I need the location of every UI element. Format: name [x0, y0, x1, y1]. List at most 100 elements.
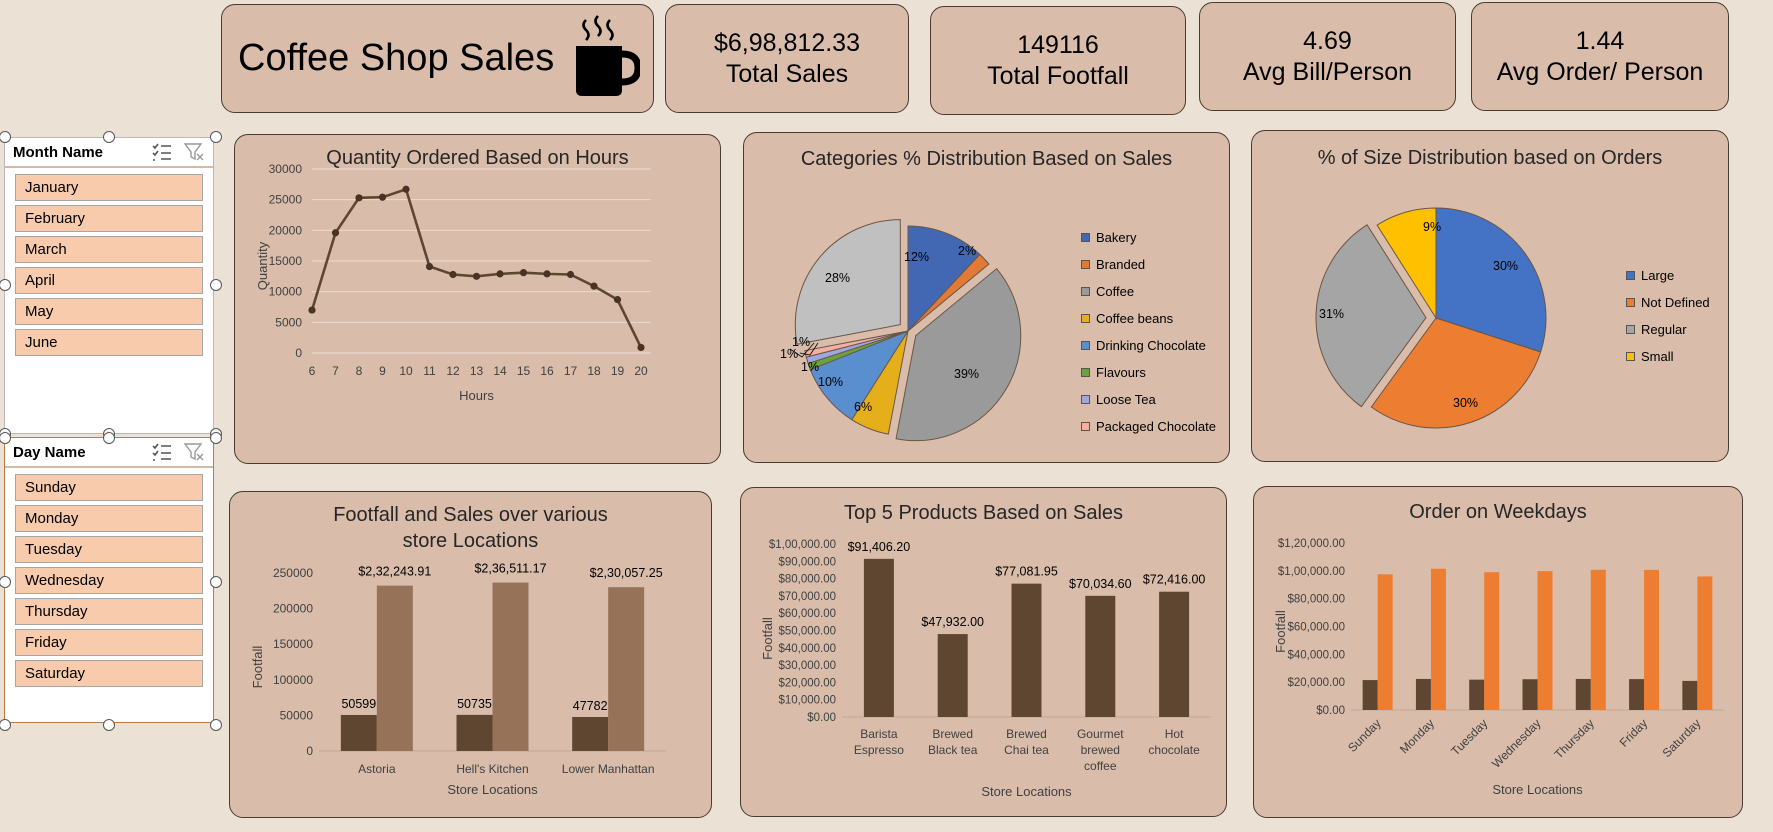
- y-tick-label: $1,20,000.00: [1278, 538, 1345, 550]
- y-tick-label: $0.00: [1316, 705, 1345, 717]
- x-tick-label: 8: [356, 364, 363, 378]
- x-tick-label: Astoria: [358, 762, 396, 776]
- legend-label: Small: [1641, 349, 1674, 364]
- bar-footfall: [572, 716, 609, 751]
- hours-line-chart: 0 5000 10000 15000 20000 25000 30000 6 7 8 9 10 11 12…: [255, 162, 651, 403]
- slicer-item-friday[interactable]: Friday: [15, 629, 203, 656]
- y-tick-label: 250000: [273, 566, 313, 580]
- resize-handle[interactable]: [0, 719, 11, 731]
- x-tick-label: 18: [587, 364, 601, 378]
- resize-handle[interactable]: [210, 131, 222, 143]
- y-tick-label: $30,000.00: [778, 660, 836, 672]
- multi-select-icon[interactable]: [151, 142, 173, 162]
- legend-swatch: [1081, 368, 1090, 377]
- legend-item: Not Defined: [1626, 289, 1710, 316]
- y-axis-label: Footfall: [760, 617, 775, 660]
- kpi-value: 1.44: [1575, 26, 1625, 55]
- data-point: [331, 229, 340, 237]
- legend-item: Flavours: [1081, 359, 1216, 386]
- x-tick-label: Monday: [1397, 716, 1437, 756]
- resize-handle[interactable]: [0, 131, 11, 143]
- legend-swatch: [1626, 271, 1635, 280]
- clear-filter-icon[interactable]: [183, 142, 205, 162]
- y-tick-label: $60,000.00: [1287, 622, 1345, 634]
- legend-swatch: [1626, 352, 1635, 361]
- bar-series-1: [1415, 678, 1431, 710]
- resize-handle[interactable]: [210, 279, 222, 291]
- resize-handle[interactable]: [0, 279, 11, 291]
- bar-series-2: [1377, 574, 1393, 710]
- y-tick-label: 15000: [269, 254, 303, 268]
- slicer-item-sunday[interactable]: Sunday: [15, 474, 203, 501]
- slicer-item-may[interactable]: May: [15, 298, 203, 325]
- data-point: [378, 193, 387, 201]
- pie-slice: [895, 267, 1022, 442]
- resize-handle[interactable]: [0, 432, 11, 444]
- slicer-title: Day Name: [13, 443, 86, 461]
- legend-swatch: [1626, 298, 1635, 307]
- x-tick-label: 20: [634, 364, 648, 378]
- chart-title: Categories % Distribution Based on Sales: [800, 148, 1173, 170]
- slicer-item-june[interactable]: June: [15, 329, 203, 356]
- pie-slice: [1370, 317, 1542, 429]
- bar-series-2: [1430, 568, 1446, 710]
- day-slicer[interactable]: Day Name Sunday Monday Tuesday Wednesday…: [4, 437, 214, 723]
- data-point: [355, 194, 363, 202]
- bar-series-2: [1644, 569, 1660, 710]
- resize-handle[interactable]: [210, 576, 222, 588]
- slicer-item-thursday[interactable]: Thursday: [15, 598, 203, 625]
- month-slicer[interactable]: Month Name January February March April …: [4, 137, 214, 434]
- x-tick-label: 13: [470, 364, 484, 378]
- legend-swatch: [1626, 325, 1635, 334]
- resize-handle[interactable]: [0, 576, 11, 588]
- y-tick-label: 150000: [273, 637, 313, 651]
- slicer-item-february[interactable]: February: [15, 205, 203, 232]
- resize-handle[interactable]: [103, 432, 115, 444]
- slicer-item-april[interactable]: April: [15, 267, 203, 294]
- category-pie-chart: 12% 2%39%6%10%1%1%1%28%: [780, 219, 1022, 442]
- resize-handle[interactable]: [210, 719, 222, 731]
- x-tick-label: 12: [446, 364, 460, 378]
- y-tick-label: $1,00,000.00: [1278, 566, 1345, 578]
- y-tick-label: $80,000.00: [778, 574, 836, 586]
- y-tick-label: $60,000.00: [778, 608, 836, 620]
- size-legend: Large Not Defined Regular Small: [1626, 262, 1710, 370]
- slicer-item-wednesday[interactable]: Wednesday: [15, 567, 203, 594]
- x-tick-label: 19: [611, 364, 625, 378]
- legend-label: Bakery: [1096, 230, 1137, 245]
- bar-value-label: $72,416.00: [1143, 573, 1206, 587]
- resize-handle[interactable]: [103, 719, 115, 731]
- slicer-item-saturday[interactable]: Saturday: [15, 660, 203, 687]
- store-locations-chart-card: Footfall and Sales over various store Lo…: [229, 491, 712, 818]
- kpi-label: Avg Order/ Person: [1496, 57, 1704, 86]
- clear-filter-icon[interactable]: [183, 442, 205, 462]
- chart-title: Order on Weekdays: [1409, 501, 1587, 523]
- slicer-header: Day Name: [5, 438, 213, 468]
- bar-series-1: [1682, 680, 1698, 710]
- bar-series-1: [1362, 680, 1378, 710]
- resize-handle[interactable]: [103, 131, 115, 143]
- size-pie-chart: 30% 30% 31% 9%: [1315, 207, 1547, 429]
- slicer-item-tuesday[interactable]: Tuesday: [15, 536, 203, 563]
- store-locations-bar-chart: 0 50000 100000 150000 200000 250000 50599 $2,32…: [250, 562, 666, 797]
- legend-swatch: [1081, 233, 1090, 242]
- legend-item: Loose Tea: [1081, 386, 1216, 413]
- slice-label: 2%: [958, 244, 976, 258]
- kpi-label: Total Sales: [725, 59, 849, 88]
- slicer-item-march[interactable]: March: [15, 236, 203, 263]
- slice-label: 1%: [780, 347, 798, 361]
- slicer-item-monday[interactable]: Monday: [15, 505, 203, 532]
- slicer-item-january[interactable]: January: [15, 174, 203, 201]
- slice-label: 10%: [818, 375, 843, 389]
- y-axis-label: Quantity: [255, 241, 270, 290]
- pie-slice: [794, 219, 901, 345]
- multi-select-icon[interactable]: [151, 442, 173, 462]
- x-axis-label: Store Locations: [981, 784, 1072, 799]
- x-tick-label: 14: [493, 364, 507, 378]
- x-axis-label: Store Locations: [1492, 782, 1583, 797]
- x-tick-label: Hot: [1165, 727, 1184, 741]
- pie-slice: [1315, 224, 1427, 408]
- x-tick-label: Hell's Kitchen: [456, 762, 528, 776]
- resize-handle[interactable]: [210, 432, 222, 444]
- dashboard-title-card: Coffee Shop Sales: [221, 4, 654, 113]
